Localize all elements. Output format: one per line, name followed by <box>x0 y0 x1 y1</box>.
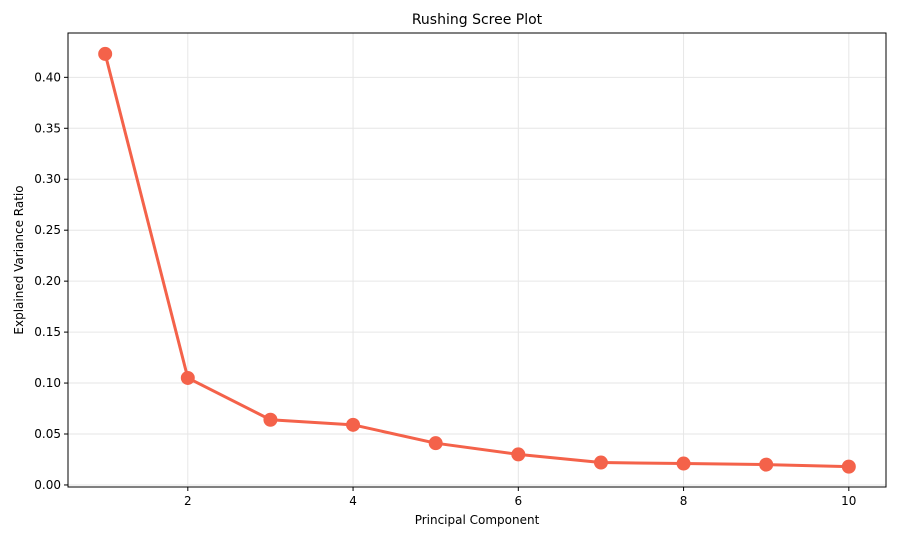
data-point <box>346 417 361 432</box>
series-line <box>103 52 851 469</box>
y-tick-label: 0.00 <box>34 478 61 492</box>
y-tick-label: 0.25 <box>34 223 61 237</box>
data-point <box>180 370 195 385</box>
data-point <box>263 412 278 427</box>
x-axis: 2 4 6 8 10 <box>184 487 856 508</box>
y-tick-label: 0.10 <box>34 376 61 390</box>
y-tick-label: 0.20 <box>34 274 61 288</box>
y-tick-label: 0.15 <box>34 325 61 339</box>
y-tick-label: 0.40 <box>34 70 61 84</box>
x-axis-label: Principal Component <box>415 513 540 527</box>
grid <box>68 33 886 487</box>
x-tick-label: 8 <box>680 494 688 508</box>
y-tick-label: 0.30 <box>34 172 61 186</box>
data-point <box>511 447 526 462</box>
plot-frame <box>67 32 887 488</box>
data-point <box>593 455 608 470</box>
chart-title: Rushing Scree Plot <box>412 12 543 28</box>
x-tick-label: 10 <box>841 494 856 508</box>
data-point <box>428 436 443 451</box>
data-point <box>759 457 774 472</box>
x-tick-label: 2 <box>184 494 192 508</box>
y-axis-label: Explained Variance Ratio <box>12 185 26 334</box>
series-group <box>98 46 856 474</box>
data-point <box>676 456 691 471</box>
y-axis: 0.00 0.05 0.10 0.15 0.20 0.25 0.30 0.35 0.40 <box>34 70 68 492</box>
x-tick-label: 4 <box>349 494 357 508</box>
data-point <box>841 459 856 474</box>
y-tick-label: 0.35 <box>34 121 61 135</box>
x-tick-label: 6 <box>514 494 522 508</box>
y-tick-label: 0.05 <box>34 427 61 441</box>
data-point <box>98 46 113 61</box>
